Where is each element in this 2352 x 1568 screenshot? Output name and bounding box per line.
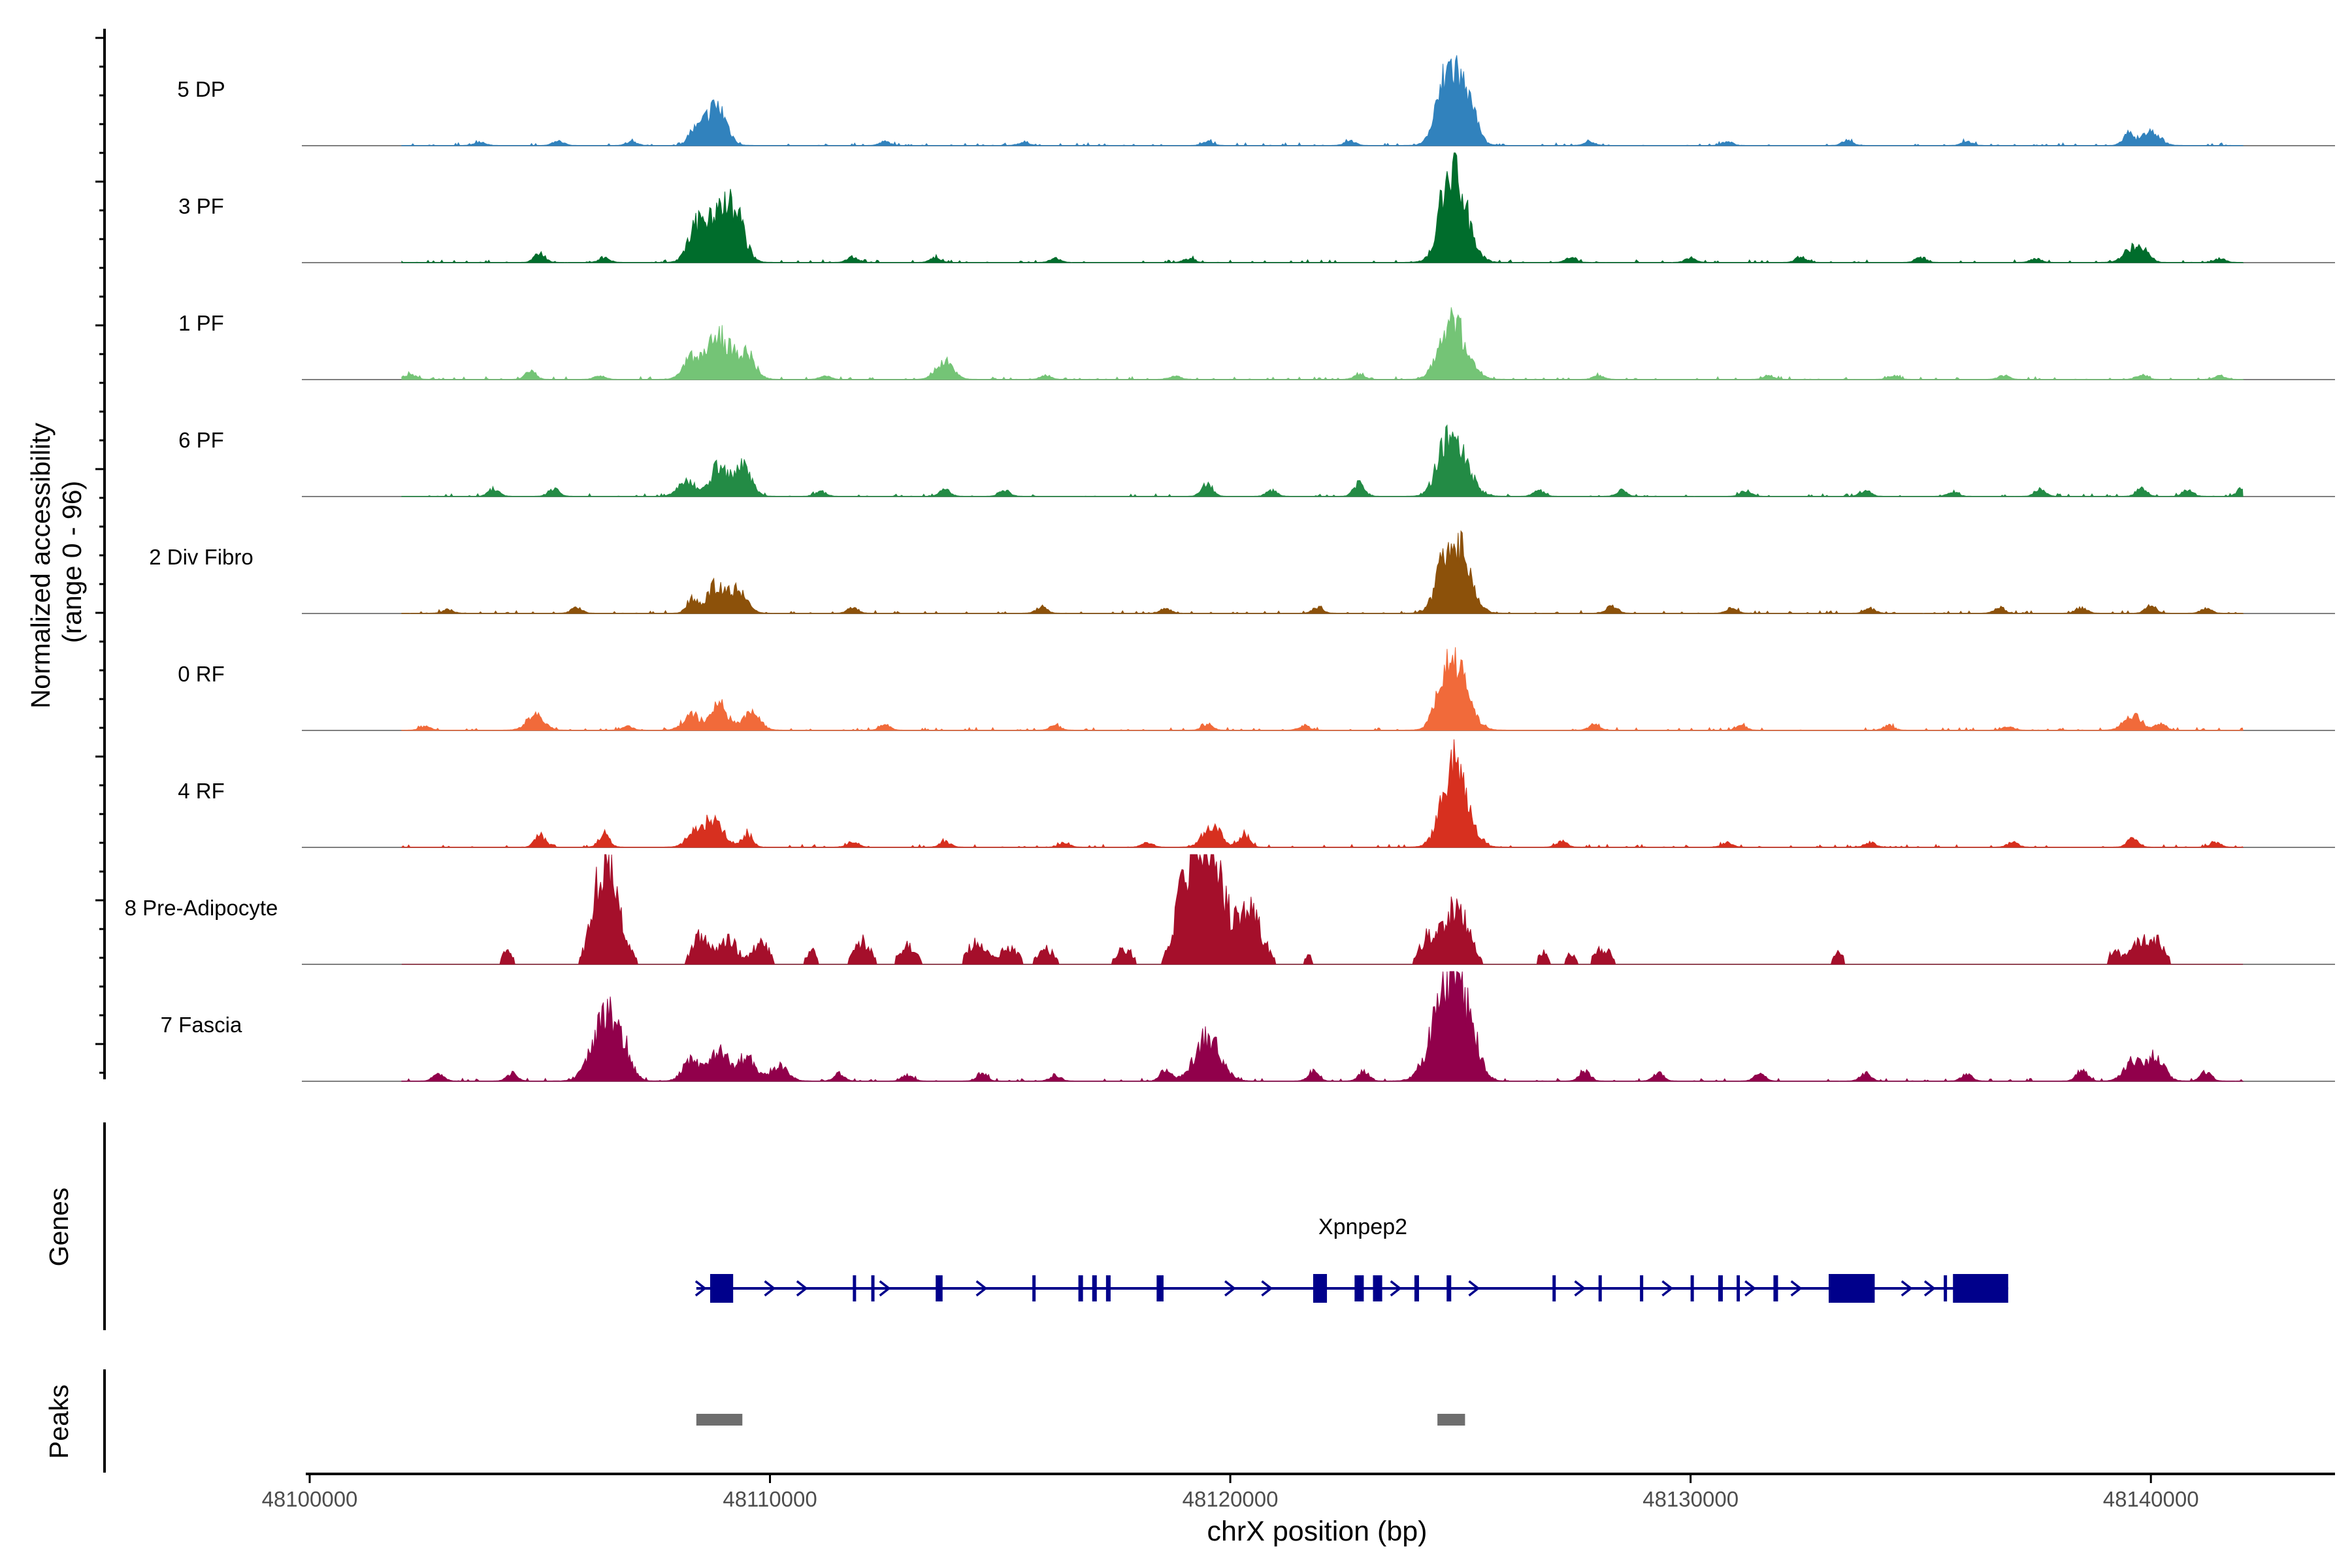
gene-exon — [1690, 1275, 1694, 1301]
gene-model-xpnpep2 — [694, 1274, 2008, 1303]
track-label: 7 Fascia — [161, 1013, 242, 1037]
track-7-fascia: 7 Fascia — [161, 971, 2335, 1082]
coverage-area — [401, 530, 2244, 614]
strand-arrow — [1468, 1280, 1480, 1297]
coverage-area — [401, 854, 2244, 965]
x-tick-label: 48110000 — [723, 1487, 817, 1511]
track-label: 5 DP — [177, 77, 225, 101]
gene-exon — [1944, 1275, 1948, 1301]
track-4-rf: 4 RF — [178, 739, 2335, 848]
gene-name-label: Xpnpep2 — [1318, 1215, 1407, 1239]
track-2-div-fibro: 2 Div Fibro — [149, 530, 2335, 614]
peak-region — [1437, 1414, 1465, 1426]
y-axis-title: Normalized accessibility (range 0 - 96) — [25, 416, 87, 709]
strand-arrow — [764, 1280, 776, 1297]
coverage-area — [401, 55, 2244, 146]
y-axis-title-line-2: (range 0 - 96) — [57, 481, 87, 643]
x-axis: 48100000 48110000 48120000 48130000 48140000… — [262, 1473, 2335, 1547]
gene-exon — [1598, 1275, 1602, 1301]
peaks-track-label: Peaks — [44, 1384, 74, 1459]
coverage-tracks: 5 DP 3 PF 1 PF 6 PF 2 Div Fibro 0 RF 4 RF 8 Pre… — [125, 55, 2335, 1082]
strand-arrow — [1390, 1280, 1402, 1297]
gene-exon — [710, 1274, 734, 1303]
strand-arrow — [796, 1280, 808, 1297]
genes-track-label: Genes — [44, 1188, 74, 1267]
strand-arrow — [1901, 1280, 1913, 1297]
coverage-area — [401, 307, 2244, 380]
coverage-area — [401, 647, 2244, 731]
peak-region — [696, 1414, 743, 1426]
gene-exon — [1446, 1275, 1452, 1301]
gene-exon — [871, 1275, 875, 1301]
gene-exon — [1092, 1275, 1097, 1301]
gene-exon — [1552, 1275, 1556, 1301]
x-tick-label: 48120000 — [1183, 1487, 1279, 1511]
accessibility-axis — [95, 29, 106, 1079]
x-axis-title: chrX position (bp) — [1207, 1516, 1428, 1547]
gene-exon — [1032, 1275, 1036, 1301]
gene-exon — [853, 1275, 857, 1301]
gene-exon — [1354, 1275, 1364, 1301]
x-tick-label: 48130000 — [1642, 1487, 1739, 1511]
strand-arrow — [1923, 1280, 1936, 1297]
strand-arrow — [694, 1280, 707, 1297]
track-label: 0 RF — [178, 662, 225, 686]
coverage-area — [401, 152, 2244, 263]
track-8-pre-adipocyte: 8 Pre-Adipocyte — [125, 854, 2335, 965]
gene-exon — [1414, 1275, 1419, 1301]
x-tick-label: 48100000 — [262, 1487, 358, 1511]
y-axis-title-line-1: Normalized accessibility — [25, 422, 56, 708]
track-label: 2 Div Fibro — [149, 545, 253, 569]
gene-exon — [1373, 1275, 1382, 1301]
strand-arrow — [1790, 1280, 1803, 1297]
track-label: 3 PF — [178, 194, 224, 218]
strand-arrow — [975, 1280, 988, 1297]
track-label: 8 Pre-Adipocyte — [125, 896, 278, 920]
coverage-area — [401, 739, 2244, 848]
gene-exon — [1718, 1275, 1723, 1301]
gene-exon — [1640, 1275, 1644, 1301]
gene-exon — [1953, 1274, 2008, 1303]
strand-arrow — [879, 1280, 891, 1297]
coverage-area — [401, 424, 2244, 497]
gene-exon — [1773, 1275, 1778, 1301]
track-label: 6 PF — [178, 428, 224, 452]
track-3-pf: 3 PF — [178, 152, 2335, 263]
track-0-rf: 0 RF — [178, 647, 2335, 731]
x-tick-label: 48140000 — [2103, 1487, 2199, 1511]
gene-exon — [1829, 1274, 1875, 1303]
gene-exon — [1313, 1274, 1328, 1303]
gene-exon — [936, 1275, 943, 1301]
strand-arrow — [1574, 1280, 1586, 1297]
genes-track: Genes Xpnpep2 — [44, 1122, 2008, 1330]
strand-arrow — [1661, 1280, 1674, 1297]
strand-arrow — [1261, 1280, 1273, 1297]
gene-exon — [1105, 1275, 1111, 1301]
gene-exon — [1737, 1275, 1740, 1301]
track-label: 4 RF — [178, 779, 225, 803]
track-6-pf: 6 PF — [178, 424, 2335, 497]
peaks-track: Peaks — [44, 1369, 1465, 1473]
track-label: 1 PF — [178, 311, 224, 335]
track-1-pf: 1 PF — [178, 307, 2335, 380]
gene-exon — [1156, 1275, 1164, 1301]
gene-exon — [1078, 1275, 1083, 1301]
coverage-area — [401, 971, 2244, 1082]
strand-arrow — [1224, 1280, 1236, 1297]
strand-arrow — [1744, 1280, 1757, 1297]
track-5-dp: 5 DP — [177, 55, 2335, 146]
